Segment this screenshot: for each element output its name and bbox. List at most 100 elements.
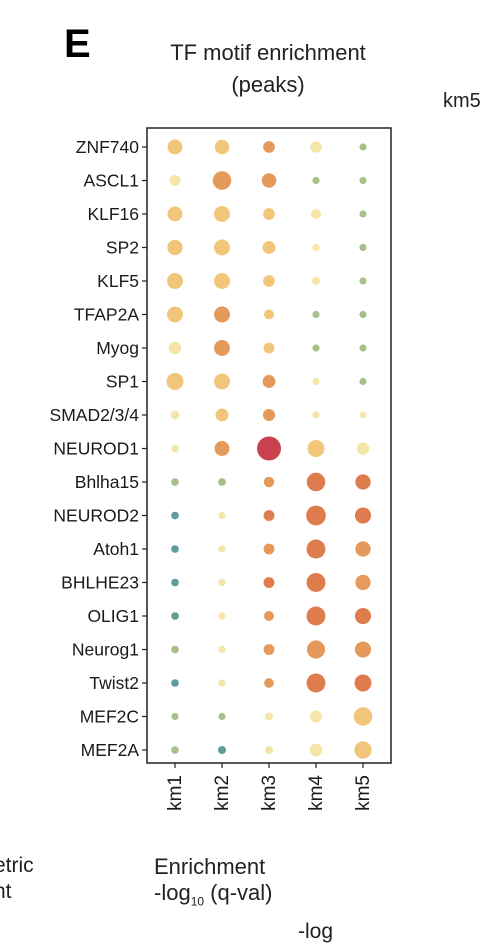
data-point	[263, 543, 275, 555]
y-tick-label: Myog	[96, 338, 139, 358]
data-point	[214, 340, 230, 356]
data-point	[167, 273, 183, 289]
data-point	[306, 640, 326, 659]
data-point	[264, 678, 274, 688]
x-tick-label: km2	[212, 775, 233, 811]
data-point	[218, 679, 226, 687]
y-tick-label: OLIG1	[87, 606, 139, 626]
data-point	[310, 141, 322, 153]
legend-q-subscript: 10	[190, 894, 205, 909]
data-point	[312, 377, 320, 386]
y-tick-label: ASCL1	[84, 171, 139, 191]
data-point	[263, 309, 275, 320]
data-point	[359, 143, 367, 151]
x-tick-label: km5	[353, 775, 374, 811]
data-point	[310, 208, 322, 220]
data-point	[171, 545, 179, 553]
data-point	[264, 745, 274, 755]
data-point	[171, 679, 179, 687]
legend-q-suffix: (q-val)	[204, 880, 273, 905]
data-point	[355, 574, 371, 591]
data-point	[214, 373, 230, 390]
data-point	[263, 208, 275, 220]
data-point	[171, 478, 179, 486]
data-point	[359, 344, 367, 352]
data-point	[312, 176, 320, 185]
data-point	[171, 511, 179, 520]
data-point	[263, 577, 275, 588]
data-point	[214, 139, 230, 155]
y-tick-label: Bhlha15	[75, 472, 139, 492]
data-point	[167, 239, 183, 256]
data-point	[218, 578, 226, 587]
adjacent-panel-fragment-left-1: etric	[0, 854, 34, 877]
data-point	[215, 408, 229, 422]
data-point	[306, 472, 326, 492]
y-tick-label: NEUROD1	[53, 439, 139, 459]
data-point	[262, 408, 276, 422]
data-point	[218, 612, 226, 620]
y-tick-label: MEF2A	[81, 740, 140, 760]
data-point	[257, 436, 281, 461]
y-tick-label: MEF2C	[80, 707, 139, 727]
panel-letter: E	[64, 22, 91, 66]
data-point	[214, 206, 230, 222]
data-point	[169, 175, 181, 186]
data-point	[309, 710, 323, 723]
data-point	[170, 410, 180, 420]
data-point	[353, 707, 373, 726]
y-tick-label: SP2	[106, 238, 139, 258]
data-point	[167, 206, 183, 222]
y-tick-label: Neurog1	[72, 640, 139, 660]
data-point	[263, 610, 275, 622]
data-point	[263, 644, 275, 655]
legend-title: Enrichment	[154, 854, 266, 879]
data-point	[214, 239, 230, 256]
data-point	[212, 171, 232, 190]
y-tick-label: BHLHE23	[61, 573, 139, 593]
data-point	[306, 539, 326, 559]
data-point	[171, 444, 179, 453]
data-point	[312, 310, 320, 319]
data-point	[218, 545, 226, 553]
chart-title-line-2: (peaks)	[231, 72, 305, 97]
data-point	[306, 505, 326, 526]
data-point	[218, 511, 226, 520]
data-point	[354, 607, 372, 625]
data-point	[166, 373, 184, 390]
data-point	[359, 277, 367, 285]
y-tick-label: ZNF740	[76, 137, 139, 157]
x-tick-label: km4	[306, 775, 327, 811]
data-point	[359, 210, 367, 218]
data-point	[263, 510, 275, 521]
data-point	[218, 478, 226, 486]
data-point	[171, 712, 179, 721]
data-point	[171, 578, 179, 587]
data-point	[306, 673, 326, 693]
data-point	[354, 507, 372, 524]
data-point	[312, 344, 320, 352]
adjacent-panel-fragment-top: km5	[443, 90, 481, 112]
y-tick-label: Atoh1	[93, 539, 139, 559]
data-point	[359, 377, 367, 386]
y-tick-label: KLF16	[87, 204, 139, 224]
data-point	[264, 712, 274, 721]
data-point	[309, 743, 323, 757]
data-point	[311, 276, 321, 286]
data-point	[355, 474, 371, 490]
data-point	[262, 375, 276, 388]
y-tick-label: TFAP2A	[74, 305, 139, 325]
data-point	[214, 441, 230, 456]
data-point	[359, 310, 367, 319]
y-tick-label: SP1	[106, 372, 139, 392]
data-point	[168, 341, 182, 355]
data-point	[359, 176, 367, 185]
data-point	[262, 241, 276, 254]
data-point	[263, 342, 275, 354]
data-point	[354, 674, 372, 692]
data-point	[171, 645, 179, 654]
data-point	[261, 173, 277, 188]
data-point	[306, 573, 326, 592]
chart-title-line-1: TF motif enrichment	[170, 40, 366, 65]
